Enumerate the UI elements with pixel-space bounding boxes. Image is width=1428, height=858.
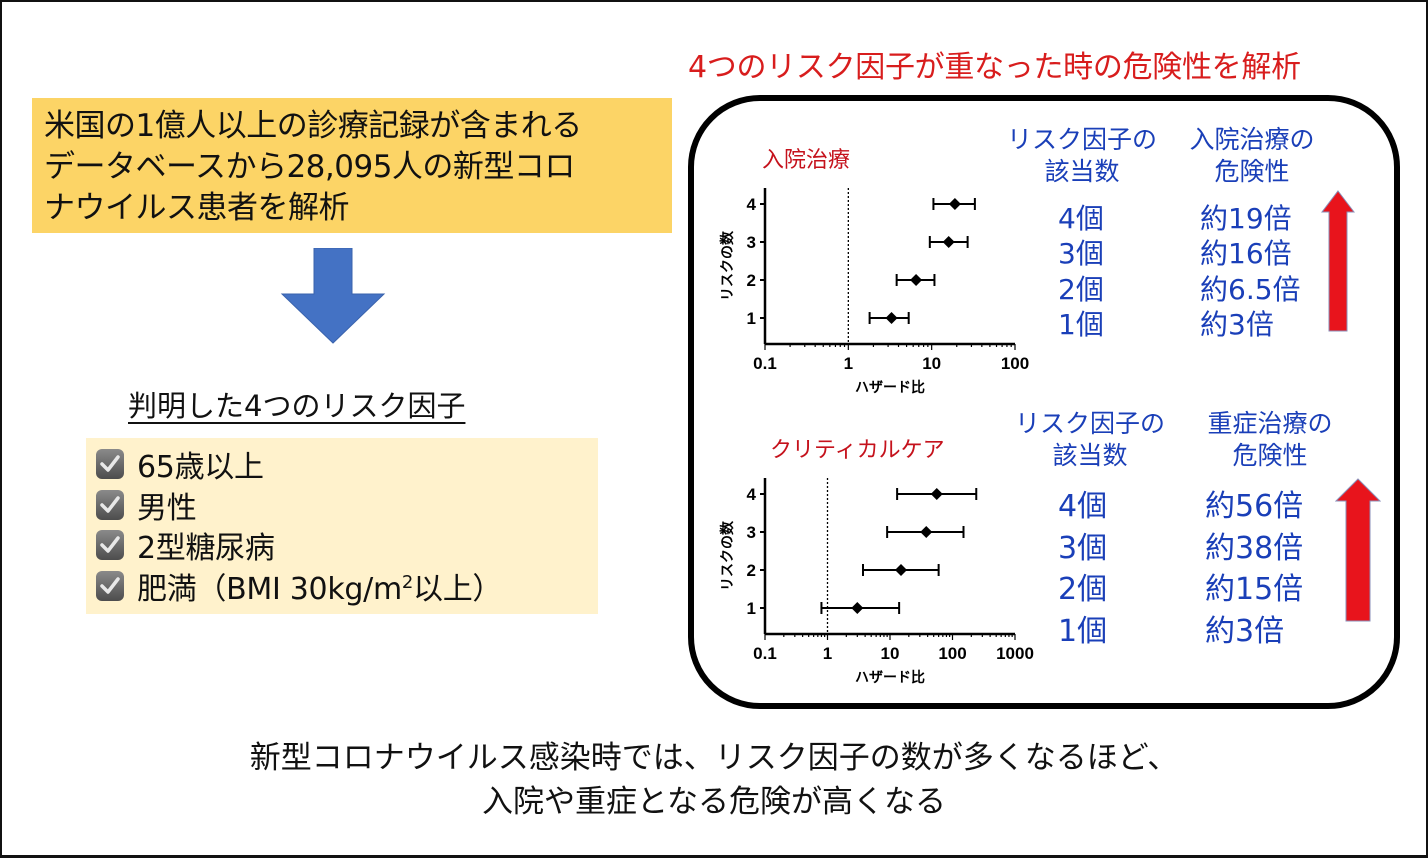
intro-box: 米国の1億人以上の診療記録が含まれる データベースから28,095人の新型コロ … xyxy=(32,98,672,233)
factor-item: 肥満（BMI 30kg/m2以上） xyxy=(96,566,588,607)
svg-text:100: 100 xyxy=(938,644,966,663)
table2-count: 3個 xyxy=(1058,531,1108,566)
svg-text:10: 10 xyxy=(881,644,900,663)
svg-text:リスクの数: リスクの数 xyxy=(719,230,735,301)
table2-count: 1個 xyxy=(1058,614,1108,649)
svg-text:1: 1 xyxy=(747,309,756,328)
table1-risk: 約19倍 xyxy=(1200,202,1292,235)
svg-text:ハザード比: ハザード比 xyxy=(855,379,925,395)
table1-risk: 約6.5倍 xyxy=(1200,273,1301,306)
chart-title-hospitalization: 入院治療 xyxy=(762,148,851,173)
factor-label: 男性 xyxy=(137,490,197,526)
svg-text:リスクの数: リスクの数 xyxy=(719,520,735,591)
factor-item: 男性 xyxy=(96,485,588,526)
conclusion-text: 新型コロナウイルス感染時では、リスク因子の数が多くなるほど、 入院や重症となる危… xyxy=(249,740,1179,820)
svg-text:0.1: 0.1 xyxy=(753,644,777,663)
svg-text:2: 2 xyxy=(747,561,756,580)
intro-text: 米国の1億人以上の診療記録が含まれる データベースから28,095人の新型コロ … xyxy=(44,108,582,226)
table2-count: 2個 xyxy=(1058,572,1108,607)
svg-text:0.1: 0.1 xyxy=(753,354,777,373)
svg-text:1000: 1000 xyxy=(996,644,1034,663)
table1-col2-header: 入院治療の 危険性 xyxy=(1189,125,1315,186)
svg-text:1: 1 xyxy=(823,644,832,663)
svg-text:1: 1 xyxy=(844,354,853,373)
svg-text:3: 3 xyxy=(747,523,756,542)
checked-box-icon xyxy=(96,570,124,601)
table2-col1-header: リスク因子の 該当数 xyxy=(1014,409,1165,470)
table1-risk: 約16倍 xyxy=(1200,237,1292,270)
svg-text:1: 1 xyxy=(747,599,756,618)
svg-text:4: 4 xyxy=(747,195,757,214)
factor-item: 65歳以上 xyxy=(96,444,588,485)
svg-text:ハザード比: ハザード比 xyxy=(855,669,925,685)
table1-count: 1個 xyxy=(1058,308,1104,341)
chart-title-critical-care: クリティカルケア xyxy=(770,438,945,463)
increase-arrow-icon xyxy=(1321,190,1355,332)
factor-label: 肥満（BMI 30kg/m2以上） xyxy=(137,571,503,607)
table1-count: 3個 xyxy=(1058,237,1104,270)
svg-text:2: 2 xyxy=(747,271,756,290)
svg-text:100: 100 xyxy=(1001,354,1029,373)
svg-text:4: 4 xyxy=(747,485,757,504)
increase-arrow-icon xyxy=(1335,478,1381,622)
svg-text:3: 3 xyxy=(747,233,756,252)
table2-risk: 約15倍 xyxy=(1205,572,1304,607)
table2-risk: 約56倍 xyxy=(1205,489,1304,524)
results-panel xyxy=(688,95,1400,709)
table2-risk: 約3倍 xyxy=(1205,614,1285,649)
table2-risk: 約38倍 xyxy=(1205,531,1304,566)
checked-box-icon xyxy=(96,449,124,480)
analysis-title: 4つのリスク因子が重なった時の危険性を解析 xyxy=(688,50,1301,85)
table2-col2-header: 重症治療の 危険性 xyxy=(1207,409,1333,470)
factors-title: 判明した4つのリスク因子 xyxy=(128,389,466,423)
table1-col1-header: リスク因子の 該当数 xyxy=(1006,125,1157,186)
checked-box-icon xyxy=(96,489,124,520)
factor-item: 2型糖尿病 xyxy=(96,525,588,566)
table1-count: 2個 xyxy=(1058,273,1104,306)
forest-plot-critical-care: 0.1 1 10 100 1000 ハザード比 1 2 3 4 リスクの数 xyxy=(719,478,1034,685)
factor-label: 2型糖尿病 xyxy=(137,531,275,567)
table1-count: 4個 xyxy=(1058,202,1104,235)
table2-count: 4個 xyxy=(1058,489,1108,524)
checked-box-icon xyxy=(96,530,124,561)
table1-risk: 約3倍 xyxy=(1200,308,1274,341)
svg-text:10: 10 xyxy=(922,354,941,373)
factor-label: 65歳以上 xyxy=(137,450,264,486)
down-arrow-icon xyxy=(280,248,386,344)
factors-list: 65歳以上 男性 2型糖尿病 肥満（BMI 30kg/m2以上） xyxy=(86,438,598,614)
